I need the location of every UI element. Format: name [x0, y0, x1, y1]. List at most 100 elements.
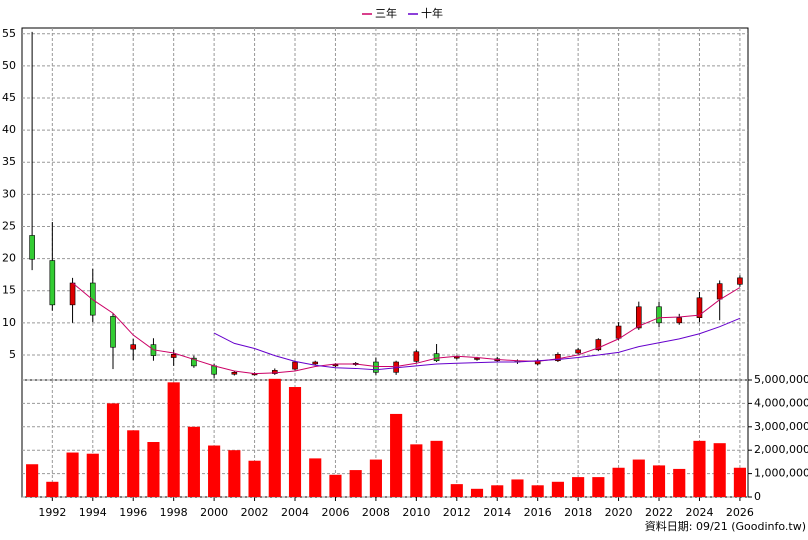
ma-line — [72, 282, 741, 375]
candle-body — [49, 260, 56, 306]
volume-bar — [127, 430, 140, 497]
x-tick-label: 2018 — [564, 506, 592, 519]
candle-body — [575, 349, 581, 354]
legend-label: 十年 — [421, 6, 443, 20]
volume-bar — [632, 459, 645, 497]
volume-bar — [531, 485, 544, 497]
x-tick-label: 1996 — [119, 506, 147, 519]
volume-bar — [26, 464, 39, 497]
candle-body — [211, 365, 217, 375]
volume-bar — [86, 453, 99, 497]
volume-bar — [612, 467, 625, 497]
candle-body — [69, 282, 76, 306]
candle-body — [737, 277, 743, 285]
volume-bar — [288, 387, 302, 497]
y-tick-label: 50 — [2, 59, 16, 72]
y-tick-label: 55 — [2, 27, 16, 40]
candle-body — [433, 353, 440, 362]
volume-bar — [309, 458, 322, 497]
y-tick-label: 30 — [2, 187, 16, 200]
y-tick-label: 20 — [2, 252, 16, 265]
candle-body — [474, 357, 480, 360]
volume-bar — [410, 444, 423, 497]
candle-body — [716, 283, 723, 300]
x-tick-label: 2024 — [685, 506, 713, 519]
x-tick-label: 2014 — [483, 506, 511, 519]
volume-bar — [390, 413, 403, 497]
candle-body — [615, 325, 622, 339]
volume-bar — [187, 426, 200, 497]
x-tick-label: 2016 — [524, 506, 552, 519]
volume-bar — [147, 442, 160, 497]
volume-bar — [167, 382, 180, 497]
candle-body — [595, 339, 602, 351]
x-tick-label: 2008 — [362, 506, 390, 519]
candle-body — [332, 364, 339, 367]
y-tick-label: 5 — [9, 348, 16, 361]
candle-body — [453, 356, 460, 359]
volume-bar — [248, 460, 261, 497]
candle-body — [676, 317, 683, 324]
volume-bar — [592, 477, 605, 497]
volume-bar — [673, 468, 686, 497]
x-tick-label: 2026 — [726, 506, 754, 519]
x-tick-label: 2000 — [200, 506, 228, 519]
price-panel — [21, 27, 749, 381]
legend-label: 三年 — [375, 6, 397, 20]
x-tick-label: 1994 — [79, 506, 107, 519]
y2-tick-label: 5,000,000 — [754, 373, 808, 386]
x-tick-label: 2004 — [281, 506, 309, 519]
volume-bar — [228, 450, 241, 497]
candle-body — [373, 361, 379, 373]
candle-body — [292, 361, 298, 370]
x-tick-label: 2010 — [402, 506, 430, 519]
volume-bar — [46, 481, 59, 497]
y2-tick-label: 0 — [754, 490, 761, 503]
volume-bar — [511, 479, 524, 497]
volume-bar — [713, 443, 726, 497]
y2-tick-label: 2,000,000 — [754, 443, 808, 456]
candle-body — [635, 306, 642, 329]
volume-bar — [430, 440, 443, 497]
volume-bar — [572, 477, 585, 497]
x-tick-label: 2022 — [645, 506, 673, 519]
y2-tick-label: 3,000,000 — [754, 420, 808, 433]
volume-bar — [369, 459, 382, 497]
y2-tick-label: 4,000,000 — [754, 396, 808, 409]
volume-bar — [551, 481, 564, 497]
y2-tick-label: 1,000,000 — [754, 467, 808, 480]
candle-body — [231, 371, 238, 375]
candle-body — [696, 297, 703, 318]
volume-bar — [470, 488, 484, 497]
candle-body — [110, 316, 116, 348]
y-tick-label: 40 — [2, 123, 16, 136]
volume-bar — [329, 474, 342, 497]
x-tick-label: 2006 — [321, 506, 349, 519]
candle-body — [413, 351, 420, 362]
volume-bar — [652, 465, 666, 497]
ma-line — [213, 317, 741, 371]
x-tick-label: 2002 — [241, 506, 269, 519]
y-tick-label: 15 — [2, 284, 16, 297]
volume-bar — [693, 440, 706, 497]
x-tick-label: 2012 — [443, 506, 471, 519]
volume-bar — [208, 445, 221, 497]
candle-body — [29, 235, 35, 260]
volume-bar — [733, 467, 746, 497]
candle-body — [170, 354, 177, 358]
x-tick-label: 1998 — [160, 506, 188, 519]
y-tick-label: 35 — [2, 155, 16, 168]
volume-bar — [106, 403, 120, 497]
volume-panel — [21, 379, 749, 498]
candle-body — [271, 370, 278, 374]
volume-bar — [491, 485, 504, 497]
y-tick-label: 45 — [2, 91, 16, 104]
volume-bar — [450, 484, 463, 497]
y-tick-label: 10 — [2, 316, 16, 329]
candle-body — [130, 344, 137, 350]
candle-body — [191, 357, 197, 367]
source-note: 資料日期: 09/21 (Goodinfo.tw) — [645, 519, 806, 533]
candle-body — [312, 361, 319, 365]
x-tick-label: 2020 — [605, 506, 633, 519]
